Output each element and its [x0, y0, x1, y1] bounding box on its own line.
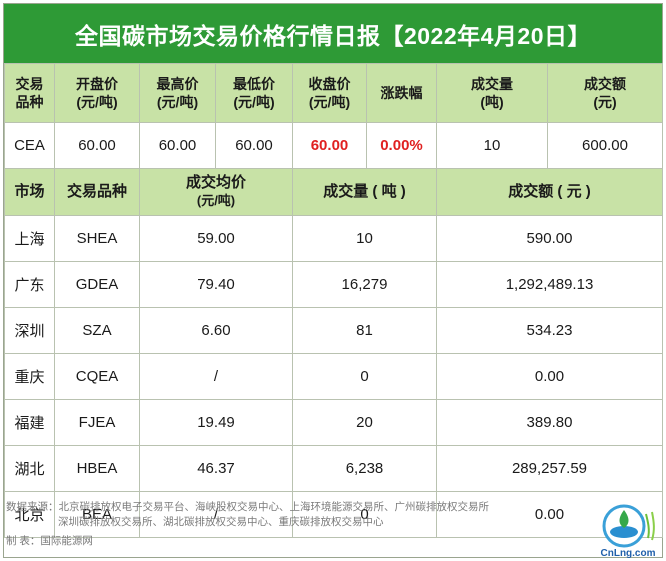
cell-amount: 0.00: [436, 353, 663, 400]
cell-market: 深圳: [4, 307, 55, 354]
cell-market: 福建: [4, 399, 55, 446]
cell-low-price: 60.00: [215, 122, 293, 169]
cell-variety: CEA: [4, 122, 55, 169]
cell-volume: 0: [292, 491, 437, 538]
cell-volume: 20: [292, 399, 437, 446]
table-row: 重庆 CQEA / 0 0.00: [4, 353, 663, 400]
national-header-row: 交易 品种 开盘价 (元/吨) 最高价 (元/吨) 最低价 (元/吨) 收盘价 (元/吨)…: [4, 63, 663, 123]
cell-amount: 289,257.59: [436, 445, 663, 492]
cell-variety: FJEA: [54, 399, 140, 446]
source-note-line1: 数据来源：北京碳排放权电子交易平台、海峡股权交易中心、上海环境能源交易所、广州碳…: [6, 501, 489, 513]
header-amount: 成交额 ( 元 ): [436, 168, 663, 216]
cell-market: 重庆: [4, 353, 55, 400]
cell-amount: 534.23: [436, 307, 663, 354]
cell-market: 广东: [4, 261, 55, 308]
source-note-line2: 深圳碳排放权交易所、湖北碳排放权交易中心、重庆碳排放权交易中心: [58, 516, 384, 528]
cell-open-price: 60.00: [54, 122, 140, 169]
header-avg-price: 成交均价 (元/吨): [139, 168, 293, 216]
cell-volume: 81: [292, 307, 437, 354]
cell-variety: GDEA: [54, 261, 140, 308]
cell-avg-price: 6.60: [139, 307, 293, 354]
cell-amount: 389.80: [436, 399, 663, 446]
national-market-table: 交易 品种 开盘价 (元/吨) 最高价 (元/吨) 最低价 (元/吨) 收盘价 (元/吨)…: [4, 63, 663, 169]
svg-text:CnLng.com: CnLng.com: [601, 548, 656, 558]
header-volume: 成交量 ( 吨 ): [292, 168, 437, 216]
cell-avg-price: 46.37: [139, 445, 293, 492]
header-variety: 交易品种: [4, 63, 55, 123]
header-open-price: 开盘价 (元/吨): [54, 63, 140, 123]
cell-close-price: 60.00: [292, 122, 367, 169]
report-frame: 全国碳市场交易价格行情日报【2022年4月20日】 交易 品种 开盘价 (元/吨) …: [3, 3, 664, 559]
cell-amount: 1,292,489.13: [436, 261, 663, 308]
cell-variety: SZA: [54, 307, 140, 354]
cell-variety: HBEA: [54, 445, 140, 492]
table-row: 上海 SHEA 59.00 10 590.00: [4, 215, 663, 262]
table-row: 北京 BEA / 0 0.00: [4, 491, 663, 538]
cell-volume: 6,238: [292, 445, 437, 492]
cell-volume: 0: [292, 353, 437, 400]
cell-market: 上海: [4, 215, 55, 262]
regional-market-table: 市场 交易品种 成交均价 (元/吨) 成交量 ( 吨 ) 成交额 ( 元 ) 上海…: [4, 168, 663, 538]
cell-avg-price: 59.00: [139, 215, 293, 262]
header-change: 涨跌幅: [366, 63, 437, 123]
header-variety: 交易品种: [54, 168, 140, 216]
maker-note: 制 表：国际能源网: [6, 535, 93, 547]
header-high-price: 最高价 (元/吨): [139, 63, 216, 123]
cell-avg-price: /: [139, 353, 293, 400]
header-amount: 成交额 (元): [547, 63, 663, 123]
cell-avg-price: 19.49: [139, 399, 293, 446]
report-footer: 数据来源：北京碳排放权电子交易平台、海峡股权交易中心、上海环境能源交易所、广州碳…: [4, 494, 662, 557]
cell-amount: 590.00: [436, 215, 663, 262]
regional-header-row: 市场 交易品种 成交均价 (元/吨) 成交量 ( 吨 ) 成交额 ( 元 ): [4, 168, 663, 216]
cell-avg-price: 79.40: [139, 261, 293, 308]
cell-market: 湖北: [4, 445, 55, 492]
cell-variety: CQEA: [54, 353, 140, 400]
header-market: 市场: [4, 168, 55, 216]
national-data-row: CEA 60.00 60.00 60.00 60.00 0.00% 10 600…: [4, 122, 663, 169]
cell-high-price: 60.00: [139, 122, 216, 169]
table-row: 湖北 HBEA 46.37 6,238 289,257.59: [4, 445, 663, 492]
cell-market: 北京: [4, 491, 55, 538]
cell-volume: 16,279: [292, 261, 437, 308]
report-title: 全国碳市场交易价格行情日报【2022年4月20日】: [4, 4, 662, 63]
cell-variety: SHEA: [54, 215, 140, 262]
header-close-price: 收盘价 (元/吨): [292, 63, 367, 123]
cnlng-logo-icon: CnLng.com: [594, 502, 664, 559]
cell-variety: BEA: [54, 491, 140, 538]
header-volume: 成交量 (吨): [436, 63, 548, 123]
table-row: 福建 FJEA 19.49 20 389.80: [4, 399, 663, 446]
table-row: 广东 GDEA 79.40 16,279 1,292,489.13: [4, 261, 663, 308]
cell-amount: 600.00: [547, 122, 663, 169]
cell-change: 0.00%: [366, 122, 437, 169]
header-low-price: 最低价 (元/吨): [215, 63, 293, 123]
cell-volume: 10: [436, 122, 548, 169]
table-row: 深圳 SZA 6.60 81 534.23: [4, 307, 663, 354]
cell-volume: 10: [292, 215, 437, 262]
